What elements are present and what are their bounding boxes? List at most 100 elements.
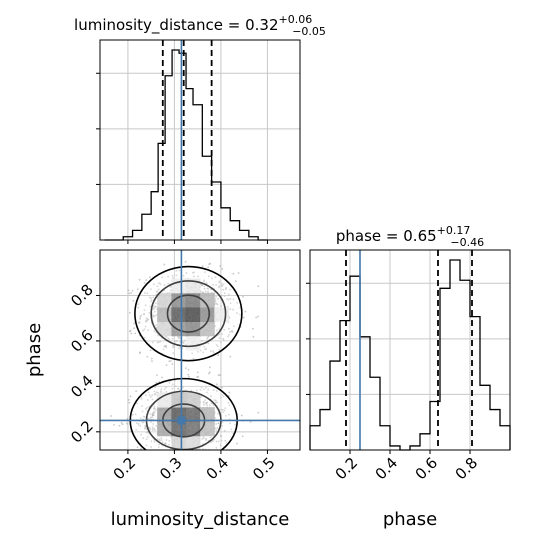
sample-point [108,458,110,460]
sample-point [221,425,224,427]
sample-point [215,440,218,443]
sample-point [188,375,190,378]
sample-point [219,444,222,447]
sample-point [220,396,222,399]
sample-point [252,327,254,330]
sample-point [213,454,215,456]
sample-point [227,327,230,330]
sample-point [192,458,194,460]
sample-point [222,337,225,340]
sample-point [149,305,152,308]
sample-point [151,416,154,419]
sample-point [151,394,154,397]
sample-point [153,427,156,430]
sample-point [155,425,158,427]
sample-point [140,314,143,317]
sample-point [243,316,245,319]
sample-point [217,354,220,357]
sample-point [171,363,174,365]
sample-point [202,401,205,404]
sample-point [121,423,124,426]
sample-point [203,345,206,348]
sample-point [135,390,138,393]
sample-point [155,381,158,384]
sample-point [223,328,226,331]
sample-point [202,388,205,391]
sample-point [113,424,115,426]
sample-point [200,386,203,389]
sample-point [153,305,156,308]
sample-point [184,367,187,370]
sample-point [146,292,149,295]
sample-point [168,440,171,442]
sample-point [137,321,140,324]
sample-point [181,452,183,454]
sample-point [131,413,134,416]
sample-point [206,287,209,290]
sample-point [146,460,148,462]
sample-point [203,403,205,406]
sample-point [224,288,227,291]
contour-line [150,280,227,348]
sample-point [210,395,212,398]
sample-point [206,282,208,285]
sample-point [237,272,240,274]
sample-point [214,302,217,305]
sample-point [149,427,151,430]
sample-point [208,366,211,369]
title-main: luminosity_distance = 0.32 [74,16,278,35]
sample-point [222,288,225,291]
sample-point [228,404,231,406]
sample-point [153,406,156,408]
sample-point [242,295,244,298]
density-cell [157,321,172,337]
sample-point [155,331,157,334]
sample-point [139,417,142,419]
sample-point [160,437,163,439]
sample-point [153,390,156,393]
sample-point [128,311,131,314]
sample-point [229,302,232,305]
sample-point [257,315,260,318]
sample-point [227,401,230,404]
sample-point [206,404,209,407]
sample-point [154,386,156,389]
sample-point [154,306,157,308]
sample-point [184,457,186,459]
sample-point [199,389,202,391]
density-cell [157,292,172,308]
sample-point [204,290,207,293]
y-tick-label: 0.2 [67,417,97,447]
sample-point [224,439,227,442]
sample-point [140,433,142,436]
title-upper-error: +0.06 [279,13,313,26]
sample-point [207,342,210,345]
sample-point [185,272,188,274]
sample-point [220,408,223,411]
y-tick-label: 0.4 [67,372,97,402]
sample-point [216,427,219,430]
sample-point [209,436,212,439]
sample-point [234,280,237,283]
sample-point [151,360,153,362]
sample-point [151,451,153,453]
sample-point [221,421,224,423]
sample-point [149,349,152,352]
sample-point [174,385,177,388]
sample-point [212,350,215,352]
sample-point [144,427,147,429]
contour-line [166,294,211,333]
sample-point [126,422,128,425]
sample-point [175,269,178,272]
sample-point [164,345,167,348]
x-axis-label-phase: phase [383,509,437,530]
sample-point [229,308,232,311]
sample-point [233,325,235,328]
sample-point [165,336,168,338]
sample-point [171,387,174,390]
sample-point [231,472,233,474]
density-cell [171,307,187,322]
sample-point [137,424,140,426]
sample-point [145,444,148,447]
